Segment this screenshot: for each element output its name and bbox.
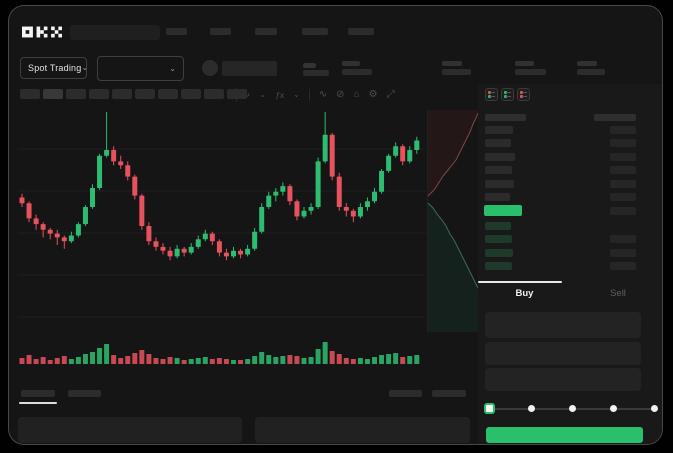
- orders-row-placeholder: [255, 417, 470, 443]
- orders-row-placeholder: [18, 417, 242, 443]
- stat-value-placeholder: [442, 69, 471, 75]
- timeframe-button[interactable]: [227, 89, 247, 99]
- timeframe-button[interactable]: [158, 89, 178, 99]
- eraser-icon[interactable]: ⊘: [336, 89, 345, 100]
- nav-item[interactable]: [166, 28, 187, 35]
- slider-stop[interactable]: [528, 405, 535, 412]
- bottom-action-button[interactable]: [389, 390, 422, 397]
- nav-item[interactable]: [210, 28, 231, 35]
- chart-tools-row: ∿ ⌄ ƒx ⌄ ∿ ⊘ ⌂ ⚙ ⤢: [242, 87, 408, 103]
- ask-row[interactable]: [610, 126, 636, 134]
- chevron-down-icon: ⌄: [169, 63, 176, 73]
- ask-row[interactable]: [610, 152, 636, 161]
- stat-label-placeholder: [515, 61, 534, 66]
- order-book-bids-icon[interactable]: [501, 88, 514, 101]
- order-book-header: [594, 114, 636, 121]
- slider-handle[interactable]: [484, 403, 495, 414]
- order-book-header: [485, 114, 526, 121]
- timeframe-button[interactable]: [204, 89, 224, 99]
- chart-settings-icon[interactable]: ⚙: [368, 89, 378, 100]
- timeframe-button[interactable]: [112, 89, 132, 99]
- amount-input[interactable]: [485, 342, 641, 365]
- ask-row[interactable]: [485, 166, 512, 175]
- ask-row[interactable]: [610, 179, 636, 188]
- ask-row[interactable]: [610, 193, 636, 201]
- slider-stop[interactable]: [569, 405, 576, 412]
- bid-row[interactable]: [485, 248, 513, 257]
- timeframe-button[interactable]: [89, 89, 109, 99]
- bid-row[interactable]: [610, 248, 636, 257]
- timeframe-button[interactable]: [43, 89, 63, 99]
- stat-value-placeholder: [515, 69, 546, 75]
- order-book-asks-icon[interactable]: [517, 88, 530, 101]
- chevron-down-icon: ⌄: [81, 63, 89, 72]
- bottom-tab[interactable]: [68, 390, 101, 397]
- timeframe-button[interactable]: [135, 89, 155, 99]
- last-price-row: [610, 207, 636, 215]
- pair-name-placeholder[interactable]: [222, 61, 277, 76]
- bid-row[interactable]: [485, 235, 512, 244]
- stat-label-placeholder: [342, 61, 360, 66]
- indicators-chevron-icon[interactable]: ⌄: [293, 90, 300, 99]
- ask-row[interactable]: [610, 139, 636, 148]
- timeframe-button[interactable]: [20, 89, 40, 99]
- timeframe-button[interactable]: [181, 89, 201, 99]
- chart-type-chevron-icon[interactable]: ⌄: [259, 90, 267, 99]
- price-change-placeholder: [303, 70, 329, 76]
- ask-row[interactable]: [485, 152, 515, 161]
- nav-item[interactable]: [302, 28, 328, 35]
- okx-logo[interactable]: [22, 24, 62, 40]
- stat-value-placeholder: [342, 69, 372, 75]
- depth-chart[interactable]: [428, 110, 478, 332]
- ask-row[interactable]: [485, 139, 511, 148]
- trading-mode-dropdown[interactable]: Spot Trading ⌄: [20, 57, 89, 79]
- slider-stop[interactable]: [610, 405, 617, 412]
- app-window: Spot Trading ⌄ ⌄ ∿ ⌄: [8, 5, 663, 445]
- market-filter-dropdown[interactable]: ⌄: [97, 56, 184, 81]
- screenshot-icon[interactable]: ⌂: [353, 89, 360, 100]
- bid-row[interactable]: [610, 235, 636, 244]
- bid-row[interactable]: [610, 262, 636, 271]
- timeframe-button[interactable]: [66, 89, 86, 99]
- nav-item[interactable]: [255, 28, 277, 35]
- submit-order-button[interactable]: [486, 427, 643, 443]
- stat-label-placeholder: [577, 61, 597, 66]
- order-book-all-icon[interactable]: [485, 88, 498, 101]
- candlestick-chart[interactable]: [18, 110, 426, 366]
- slider-stop[interactable]: [651, 405, 658, 412]
- ask-row[interactable]: [610, 166, 636, 175]
- panel-divider-active: [478, 281, 562, 283]
- active-tab-underline: [19, 402, 57, 404]
- coin-icon: [202, 60, 218, 76]
- nav-item[interactable]: [348, 28, 374, 35]
- last-price-placeholder: [303, 63, 316, 68]
- ask-row[interactable]: [485, 179, 514, 188]
- last-price-badge[interactable]: [484, 205, 522, 216]
- price-input[interactable]: [485, 312, 641, 338]
- search-input[interactable]: [70, 25, 160, 40]
- bottom-tab[interactable]: [21, 390, 55, 397]
- bid-row[interactable]: [485, 222, 511, 230]
- line-tool-icon[interactable]: ∿: [318, 89, 328, 100]
- tab-sell[interactable]: Sell: [610, 287, 626, 299]
- ask-row[interactable]: [485, 126, 513, 134]
- divider: [308, 89, 310, 101]
- tab-buy[interactable]: Buy: [515, 287, 534, 299]
- trading-mode-label: Spot Trading: [28, 63, 82, 73]
- total-input[interactable]: [485, 368, 641, 391]
- fullscreen-icon[interactable]: ⤢: [386, 89, 395, 100]
- indicators-icon[interactable]: ƒx: [275, 90, 285, 100]
- bid-row[interactable]: [485, 262, 512, 271]
- stat-value-placeholder: [577, 69, 605, 75]
- stat-label-placeholder: [442, 61, 462, 66]
- ask-row[interactable]: [485, 193, 510, 201]
- bottom-action-button[interactable]: [432, 390, 466, 397]
